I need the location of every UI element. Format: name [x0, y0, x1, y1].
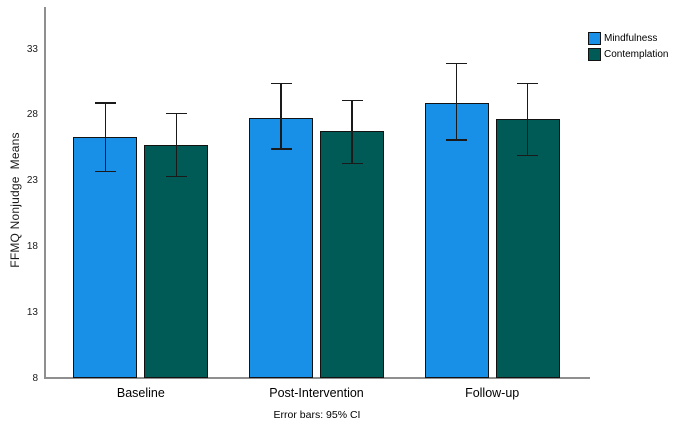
- error-bar-cap-bottom: [270, 148, 292, 150]
- legend-label: Mindfulness: [604, 32, 658, 44]
- error-bar-cap-bottom: [165, 175, 187, 178]
- bar-contemplation-baseline: [144, 145, 209, 378]
- legend-swatch-mindfulness: [588, 31, 601, 45]
- x-category-label: Follow-up: [465, 386, 520, 400]
- error-bar-line: [280, 83, 282, 150]
- error-bar-line: [104, 103, 107, 172]
- y-tick-label: 8: [32, 372, 38, 384]
- error-bar-line: [455, 63, 458, 140]
- error-bar-cap-top: [165, 112, 187, 115]
- y-tick-label: 33: [26, 43, 38, 55]
- bar-mindfulness-baseline: [73, 137, 138, 378]
- legend-item-mindfulness: Mindfulness: [588, 30, 668, 46]
- x-category-label: Post-Intervention: [269, 386, 364, 400]
- y-tick-label: 28: [26, 109, 38, 121]
- error-bar-cap-top: [341, 99, 363, 102]
- error-bar-cap-bottom: [517, 154, 539, 157]
- error-bar-line: [526, 83, 529, 156]
- legend: Mindfulness Contemplation: [588, 30, 668, 62]
- error-bar-cap-top: [270, 82, 292, 85]
- error-bar-cap-bottom: [94, 170, 116, 173]
- bar-contemplation-post-intervention: [320, 130, 384, 378]
- y-tick-label: 18: [26, 240, 38, 252]
- legend-label: Contemplation: [604, 48, 669, 60]
- bar-contemplation-follow-up: [495, 118, 560, 378]
- error-bar-cap-top: [94, 102, 116, 104]
- bar-mindfulness-post-intervention: [249, 117, 313, 378]
- y-tick-label: 23: [26, 175, 38, 187]
- error-bar-cap-bottom: [341, 162, 363, 165]
- error-bars-caption: Error bars: 95% CI: [273, 409, 361, 421]
- error-bar-cap-bottom: [446, 139, 468, 141]
- error-bar-cap-top: [446, 62, 468, 65]
- bar-mindfulness-follow-up: [424, 103, 489, 378]
- legend-item-contemplation: Contemplation: [588, 46, 668, 62]
- error-bar-line: [175, 113, 178, 177]
- error-bar-cap-top: [517, 82, 539, 85]
- x-axis-line: [44, 377, 590, 379]
- y-axis-line: [44, 7, 46, 378]
- x-category-label: Baseline: [116, 386, 165, 400]
- y-tick-label: 13: [26, 306, 38, 318]
- legend-swatch-contemplation: [588, 47, 601, 61]
- error-bar-line: [351, 100, 353, 164]
